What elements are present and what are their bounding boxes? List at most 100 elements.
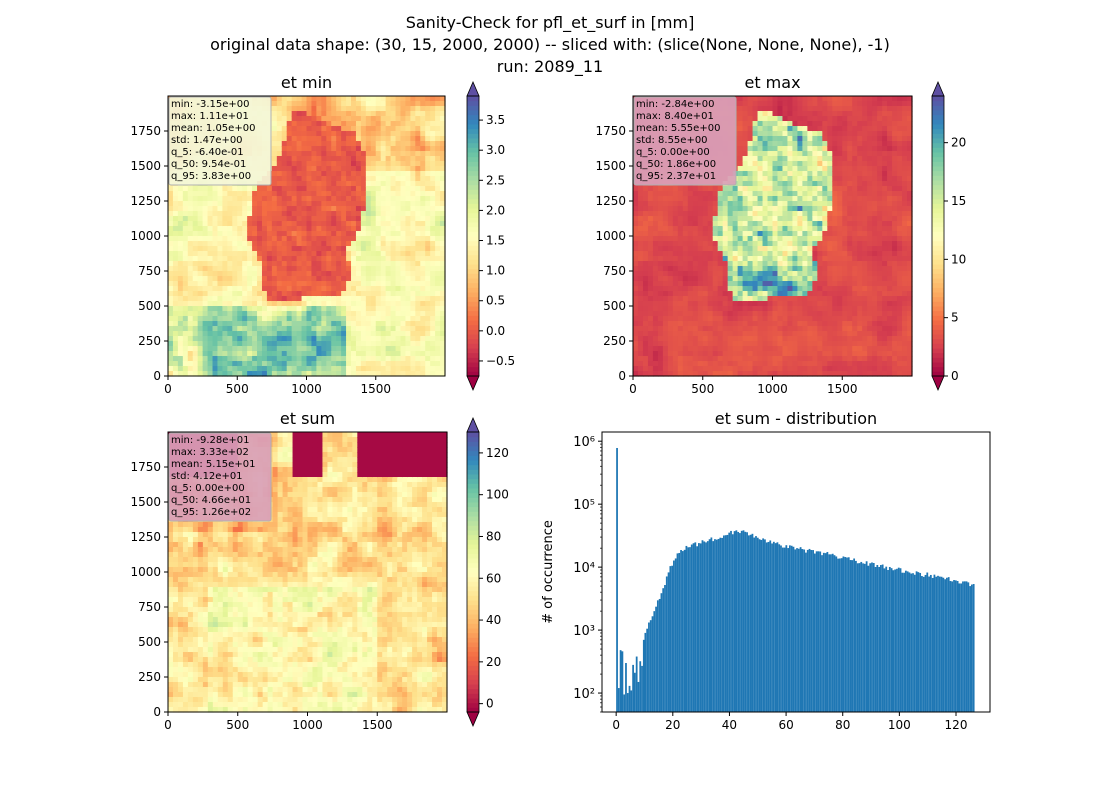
histogram-bar [917,572,920,712]
histogram-bar [929,574,932,712]
histogram-bar [648,622,650,712]
histogram-bar [833,555,836,712]
stats-line: max: 8.40e+01 [636,111,714,122]
histogram-bar [856,563,859,712]
histogram-bar [931,577,934,712]
histogram-bar [838,558,841,712]
histogram-bar [747,535,750,712]
x-tick-label: 1000 [291,382,322,396]
histogram-bar [685,545,688,712]
histogram-bar [771,543,773,712]
stats-line: q_95: 3.83e+00 [171,171,251,182]
colorbar-frame [466,431,480,713]
histogram-bar [656,600,659,712]
y-tick-label: 1500 [595,159,626,173]
histogram-bar [872,562,875,712]
x-tick-label: 0 [612,718,620,732]
histogram-bars [616,447,975,712]
colorbar-tick-label: 5 [951,311,959,325]
colorbar-tick-label: 0.5 [486,294,505,308]
histogram-bar [942,577,945,712]
stats-line: max: 3.33e+02 [171,447,249,458]
histogram-bar [944,579,947,712]
x-tick-label: 60 [778,718,793,732]
histogram-bar [822,552,825,712]
histogram-bar [701,540,704,712]
histogram-bar [951,581,954,712]
y-tick-label: 1000 [595,229,626,243]
histogram-bar [749,534,752,712]
histogram-bar [912,573,914,712]
histogram-bar [821,555,823,712]
histogram-bar [683,549,686,712]
histogram-panel: et sum - distribution 0 20 40 60 80 100 120 10² 1… [541,409,991,732]
histogram-bar [651,616,654,712]
histogram-bar [947,577,950,712]
colorbar-tick-label: 60 [486,571,501,585]
colorbar-tick-label: 20 [951,136,966,150]
histogram-bar [721,537,723,712]
histogram-bar [855,560,857,712]
stats-line: q_5: -6.40e-01 [171,147,244,158]
histogram-bar [665,576,668,712]
histogram-bar [783,547,786,712]
histogram-bar [794,549,797,712]
y-tick-label: 10⁴ [573,561,595,576]
y-tick-label: 250 [138,334,161,348]
histogram-bar [634,672,636,712]
colorbar-tick-label: 3.5 [486,113,505,127]
colorbar-frame [931,95,945,377]
histogram-bar [714,539,716,712]
y-axis-label: # of occurrence [541,520,556,624]
y-tick-label: 1750 [130,460,161,474]
histogram-bar [862,563,864,712]
colorbar-tick-label: 10 [951,252,966,266]
y-tick-label: 500 [603,299,626,313]
histogram-bar [706,541,709,712]
colorbar-extend-min [466,375,480,392]
histogram-bar [764,539,766,712]
colorbar-tick-label: 0 [951,369,959,383]
histogram-bar [730,530,732,712]
x-tick-label: 500 [226,382,249,396]
histogram-bar [958,583,961,712]
histogram-bar [772,541,775,712]
stats-line: min: -2.84e+00 [636,99,715,110]
histogram-bar [616,447,618,712]
histogram-bar [692,543,695,712]
histogram-bar [765,542,768,712]
histogram-bar [637,681,640,712]
title-line-1: Sanity-Check for pfl_et_surf in [mm] [405,13,695,32]
histogram-bar [731,534,734,712]
histogram-bar [967,582,970,712]
y-tick-label: 0 [153,705,161,719]
histogram-bar [883,568,886,712]
histogram-bar [849,560,852,712]
histogram-bar [653,611,656,712]
colorbar-tick-label: 120 [486,446,509,460]
histogram-bar [708,539,711,712]
histogram-bar [724,535,727,712]
colorbar-tick-label: 2.0 [486,203,505,217]
histogram-bar [880,565,882,712]
histogram-bar [687,547,690,712]
histogram-bar [789,545,791,712]
histogram-bar [815,551,818,712]
histogram-bar [671,565,674,712]
histogram-bar [776,542,779,712]
histogram-bar [826,551,829,712]
histogram-bar [871,562,873,712]
histogram-bar [797,548,800,712]
colorbar-tick-label: 100 [486,488,509,502]
stats-line: min: -9.28e+01 [171,435,250,446]
y-tick-label: 1250 [130,530,161,544]
histogram-bar [753,537,756,712]
colorbar-tick-label: 0 [486,697,494,711]
y-tick-label: 0 [618,369,626,383]
histogram-bar [813,553,816,712]
histogram-bar [762,538,765,712]
histogram-bar [885,566,888,712]
histogram-bar [639,661,642,712]
histogram-bar [844,557,847,712]
y-tick-label: 1500 [130,159,161,173]
